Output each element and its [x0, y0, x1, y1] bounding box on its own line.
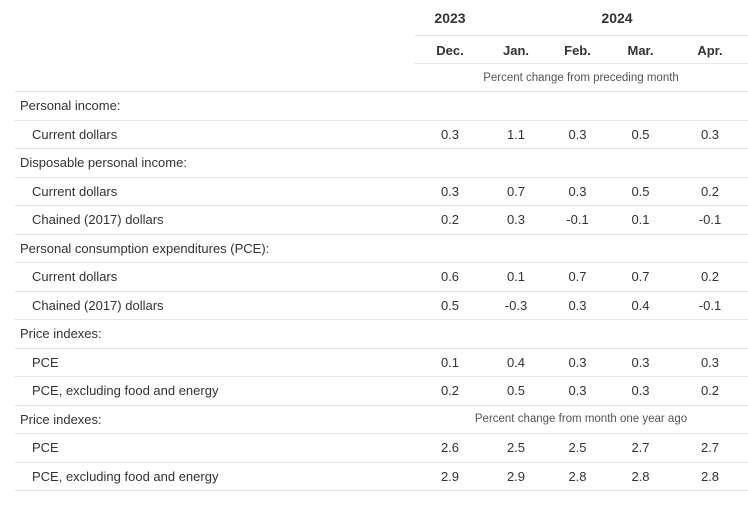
value-cell: 0.3: [700, 126, 720, 142]
value-cell: 0.4: [631, 297, 650, 313]
value-cell: 0.2: [440, 212, 460, 228]
unit-note-monthly: Percent change from preceding month: [483, 72, 679, 84]
value-cell: 0.4: [506, 354, 526, 370]
value-cell: 2.8: [631, 468, 650, 484]
value-cell: 0.3: [506, 212, 526, 228]
value-cell: 0.7: [631, 269, 650, 285]
section-header-row: Personal income:: [14, 92, 748, 121]
value-cell: 0.2: [700, 269, 720, 285]
row-label: PCE: [32, 354, 59, 370]
value-cell: 0.3: [440, 126, 460, 142]
value-cell: 2.9: [440, 468, 460, 484]
row-label: Current dollars: [32, 269, 118, 285]
month-header-feb: Feb.: [564, 42, 591, 58]
value-cell: 0.3: [631, 354, 650, 370]
value-cell: 0.2: [440, 383, 460, 399]
value-cell: 2.7: [631, 440, 650, 456]
value-cell: -0.1: [566, 212, 589, 228]
value-cell: 0.5: [631, 183, 650, 199]
table-row: Chained (2017) dollars 0.2 0.3 -0.1 0.1 -0.1: [14, 206, 748, 235]
month-header-row: Dec. Jan. Feb. Mar. Apr.: [14, 36, 748, 64]
row-label: Chained (2017) dollars: [32, 212, 164, 228]
value-cell: 2.9: [506, 468, 526, 484]
table-row: PCE, excluding food and energy 2.9 2.9 2.8 2…: [14, 463, 748, 491]
section-label: Disposable personal income:: [20, 155, 187, 171]
section-header-row: Disposable personal income:: [14, 149, 748, 178]
month-header-mar: Mar.: [627, 42, 654, 58]
value-cell: 2.7: [700, 440, 720, 456]
value-cell: 0.6: [440, 269, 460, 285]
section-label: Personal income:: [20, 98, 121, 114]
table-row: Chained (2017) dollars 0.5 -0.3 0.3 0.4 -0.1: [14, 292, 748, 320]
row-label: Chained (2017) dollars: [32, 297, 164, 313]
table-row: PCE, excluding food and energy 0.2 0.5 0.3 0…: [14, 377, 748, 406]
value-cell: 0.1: [631, 212, 650, 228]
value-cell: 0.2: [700, 383, 720, 399]
unit-note-row: Percent change from preceding month: [14, 64, 748, 92]
value-cell: -0.3: [504, 297, 528, 313]
row-label: PCE: [32, 440, 59, 456]
value-cell: 0.3: [568, 126, 587, 142]
percent-change-table: 2023 2024 Dec. Jan. Feb. Mar. Apr. Perce…: [14, 0, 748, 491]
section-label: Price indexes:: [20, 411, 102, 427]
table-body: Personal income: Current dollars 0.3 1.1 0.3…: [14, 92, 748, 491]
row-label: Current dollars: [32, 126, 118, 142]
value-cell: 0.1: [506, 269, 526, 285]
table-row: PCE 0.1 0.4 0.3 0.3 0.3: [14, 349, 748, 377]
value-cell: 0.3: [568, 297, 587, 313]
month-header-dec: Dec.: [436, 42, 464, 58]
month-header-jan: Jan.: [502, 42, 529, 58]
year-header-row: 2023 2024: [14, 0, 748, 36]
row-label: PCE, excluding food and energy: [32, 468, 219, 484]
table-row: Current dollars 0.6 0.1 0.7 0.7 0.2: [14, 263, 748, 292]
value-cell: 0.5: [506, 383, 526, 399]
value-cell: 2.8: [700, 468, 720, 484]
value-cell: 0.3: [700, 354, 720, 370]
value-cell: -0.1: [698, 297, 722, 313]
value-cell: 0.5: [631, 126, 650, 142]
table-row: Current dollars 0.3 1.1 0.3 0.5 0.3: [14, 121, 748, 149]
section-header-row: Price indexes: Percent change from month …: [14, 406, 748, 434]
section-header-row: Price indexes:: [14, 320, 748, 349]
section-label: Price indexes:: [20, 326, 102, 342]
table-row: PCE 2.6 2.5 2.5 2.7 2.7: [14, 434, 748, 463]
month-header-apr: Apr.: [697, 42, 723, 58]
unit-note-yearly: Percent change from month one year ago: [474, 413, 688, 426]
section-label: Personal consumption expenditures (PCE):: [20, 240, 270, 256]
section-header-row: Personal consumption expenditures (PCE):: [14, 235, 748, 263]
row-label: PCE, excluding food and energy: [32, 383, 219, 399]
table-row: Current dollars 0.3 0.7 0.3 0.5 0.2: [14, 178, 748, 206]
value-cell: 1.1: [506, 126, 526, 142]
value-cell: 0.7: [568, 269, 587, 285]
value-cell: 0.3: [440, 183, 460, 199]
value-cell: 0.3: [568, 383, 587, 399]
value-cell: 0.3: [568, 183, 587, 199]
value-cell: 2.6: [440, 440, 460, 456]
year-2024-header: 2024: [601, 10, 633, 26]
value-cell: 2.5: [568, 440, 587, 456]
value-cell: 0.3: [568, 354, 587, 370]
year-2023-header: 2023: [434, 10, 466, 26]
value-cell: 0.2: [700, 183, 720, 199]
row-label: Current dollars: [32, 183, 118, 199]
value-cell: 0.3: [631, 383, 650, 399]
value-cell: 0.7: [506, 183, 526, 199]
value-cell: -0.1: [698, 212, 722, 228]
value-cell: 2.8: [568, 468, 587, 484]
value-cell: 0.1: [440, 354, 460, 370]
value-cell: 0.5: [440, 297, 460, 313]
value-cell: 2.5: [506, 440, 526, 456]
